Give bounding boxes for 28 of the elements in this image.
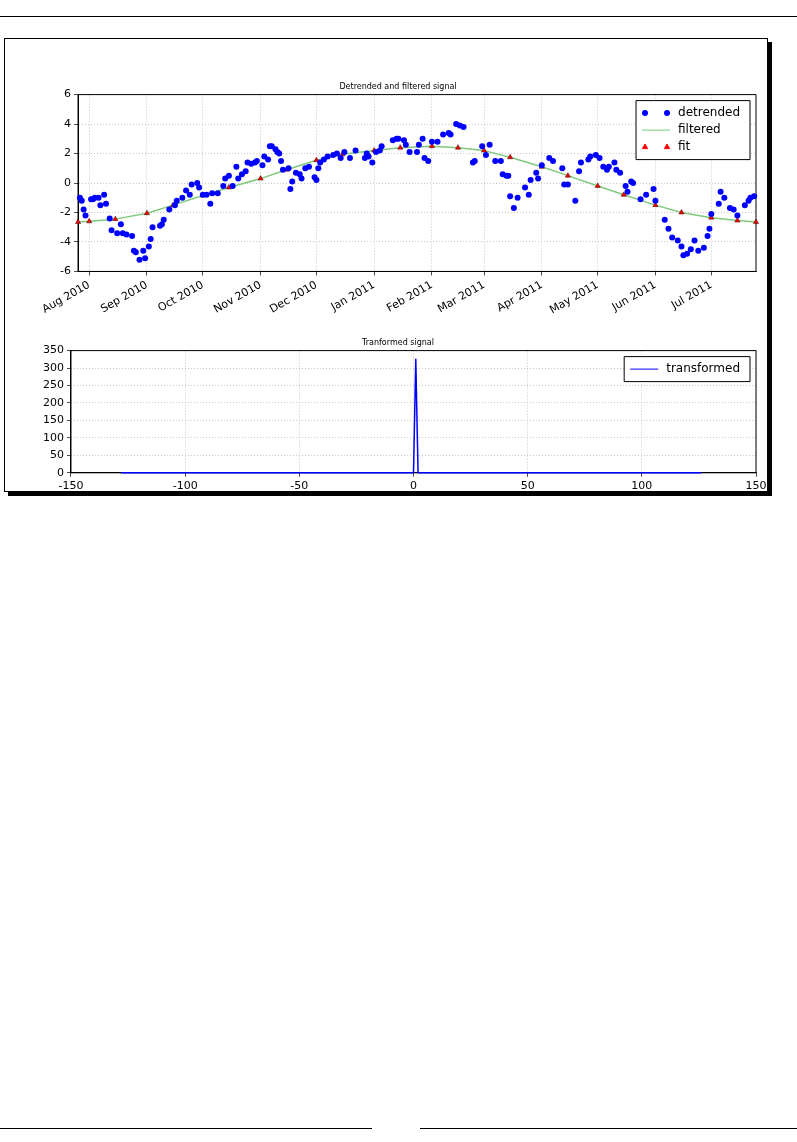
x-tick-label: -100	[172, 479, 198, 493]
y-tick-label: -4	[60, 234, 72, 248]
legend-label: transformed	[666, 361, 740, 376]
chart-title: Detrended and filtered signal	[339, 81, 457, 91]
y-tick-label: 350	[43, 343, 64, 357]
x-tick-label: 50	[520, 479, 535, 493]
y-tick-label: 2	[64, 146, 72, 160]
y-tick-label: 150	[43, 413, 64, 427]
legend-label: fit	[678, 139, 691, 154]
y-tick-label: -2	[60, 205, 72, 219]
x-tick-label: 100	[631, 479, 653, 493]
x-tick-label: -150	[58, 479, 84, 493]
y-tick-label: 0	[57, 465, 64, 479]
y-tick-label: 50	[50, 448, 64, 462]
legend-label: filtered	[678, 122, 721, 137]
y-tick-label: 6	[64, 87, 72, 101]
x-tick-label: 150	[745, 479, 767, 493]
y-tick-label: 0	[64, 175, 72, 189]
x-tick-label: -50	[290, 479, 309, 493]
legend-label: detrended	[678, 105, 740, 120]
chart-title: Tranformed signal	[361, 337, 434, 347]
y-tick-label: 200	[43, 395, 64, 409]
y-tick-label: -6	[60, 264, 72, 278]
y-tick-label: 250	[43, 378, 64, 392]
x-tick-label: 0	[410, 479, 417, 493]
y-tick-label: 4	[64, 116, 72, 130]
y-tick-label: 100	[43, 430, 64, 444]
y-tick-label: 300	[43, 360, 64, 374]
